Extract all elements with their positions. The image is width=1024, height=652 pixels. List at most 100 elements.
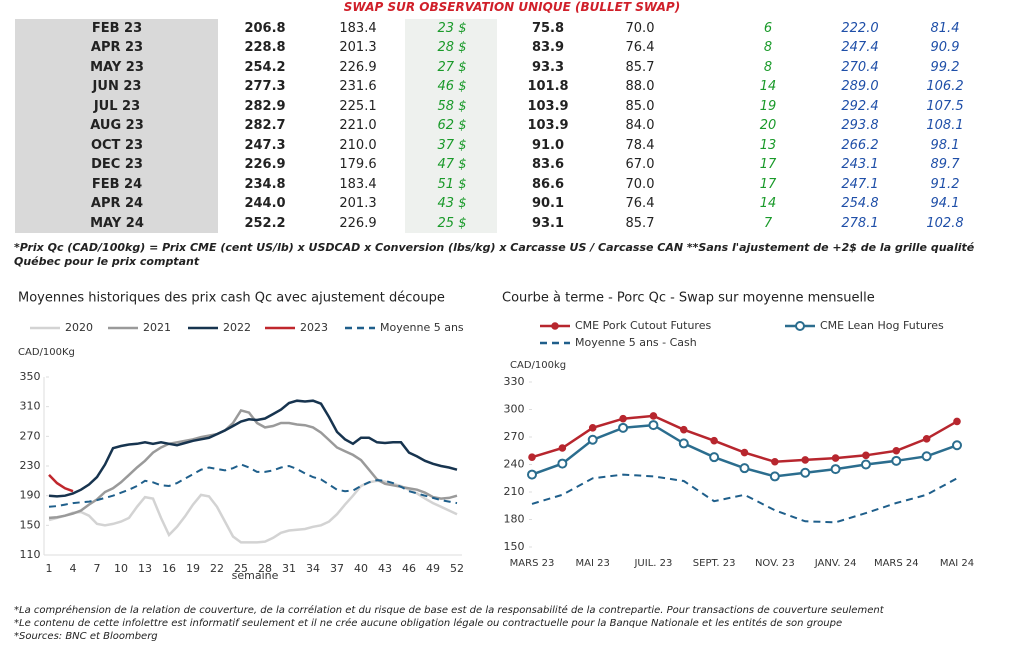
y-tick-label: 150 <box>504 540 525 553</box>
marker <box>922 435 931 443</box>
x-tick-label: MAI 23 <box>576 558 610 569</box>
marker <box>771 457 779 466</box>
legend-label: 2021 <box>143 321 171 334</box>
table-cell: 221.0 <box>339 118 377 134</box>
x-tick-label: 25 <box>234 562 248 575</box>
y-tick-label: 270 <box>20 429 41 442</box>
marker <box>769 471 780 482</box>
x-tick-label: 4 <box>70 562 77 575</box>
table-cell: 75.8 <box>531 21 565 36</box>
table-cell: AUG 23 <box>90 118 144 134</box>
table-cell: 46 $ <box>437 79 467 95</box>
marker <box>801 456 810 464</box>
table-cell: 76.4 <box>625 196 655 212</box>
table-cell: 91.0 <box>531 137 565 153</box>
chart-title: Moyennes historiques des prix cash Qc av… <box>18 291 445 306</box>
marker <box>587 434 598 445</box>
table-cell: 244.0 <box>244 196 286 212</box>
x-tick-label: 43 <box>378 562 392 575</box>
table-cell: 254.8 <box>841 196 879 212</box>
table-cell: JUN 23 <box>92 79 142 95</box>
table-cell: 91.2 <box>930 176 960 192</box>
legend-label: CME Pork Cutout Futures <box>575 319 711 332</box>
y-tick-label: 240 <box>504 458 525 471</box>
table-cell: 266.2 <box>841 137 879 153</box>
x-tick-label: NOV. 23 <box>755 558 795 569</box>
marker <box>678 438 689 449</box>
table-cell: 108.1 <box>926 118 964 134</box>
x-tick-label: 34 <box>306 562 320 575</box>
x-tick-label: 40 <box>354 562 368 575</box>
x-tick-label: 19 <box>186 562 200 575</box>
table-cell: APR 24 <box>90 196 144 212</box>
marker <box>953 417 961 426</box>
note: *Sources: BNC et Bloomberg <box>14 631 158 642</box>
table-cell: 270.4 <box>841 59 879 75</box>
marker <box>528 453 536 461</box>
x-tick-label: MARS 24 <box>874 558 919 569</box>
chart-title: Courbe à terme - Porc Qc - Swap sur moye… <box>502 291 875 306</box>
marker <box>740 448 749 457</box>
table-cell: 93.3 <box>531 59 565 75</box>
table-cell: 282.9 <box>244 98 286 114</box>
y-tick-label: 310 <box>20 400 41 413</box>
table-cell: 201.3 <box>339 196 377 212</box>
note: *Le contenu de cette infolettre est info… <box>14 618 843 629</box>
y-tick-label: 210 <box>504 485 525 498</box>
table-cell: 14 <box>759 79 777 95</box>
table-cell: 93.1 <box>531 215 565 231</box>
y-tick-label: 150 <box>20 518 41 531</box>
marker <box>709 452 720 463</box>
table-cell: 247.3 <box>244 137 286 153</box>
table-cell: 183.4 <box>339 21 377 36</box>
x-tick-label: SEPT. 23 <box>693 558 736 569</box>
table-cell: JUL 23 <box>93 98 141 114</box>
legend-label: CME Lean Hog Futures <box>820 319 944 332</box>
marker <box>739 463 750 474</box>
marker <box>527 469 537 480</box>
table-cell: 101.8 <box>527 79 569 95</box>
marker <box>557 458 568 469</box>
y-tick-label: 180 <box>504 513 525 526</box>
marker <box>830 464 841 475</box>
series-line <box>48 399 458 498</box>
table-cell: 85.0 <box>625 98 655 114</box>
table-cell: 17 <box>759 176 777 192</box>
table-cell: 84.0 <box>625 118 655 134</box>
table-cell: 25 $ <box>437 215 467 231</box>
y-tick-label: 190 <box>20 489 41 502</box>
x-tick-label: 13 <box>138 562 152 575</box>
legend-label: 2020 <box>65 321 93 334</box>
y-tick-label: 270 <box>504 430 525 443</box>
table-cell: FEB 24 <box>91 176 143 192</box>
month-shade <box>15 19 218 233</box>
marker <box>831 454 840 462</box>
table-cell: 27 $ <box>437 59 467 75</box>
y-tick-label: 230 <box>20 459 41 472</box>
x-tick-label: 16 <box>162 562 176 575</box>
col-shade <box>405 19 497 233</box>
x-tick-label: MAI 24 <box>940 558 974 569</box>
x-tick-label: 28 <box>258 562 272 575</box>
marker <box>679 425 688 434</box>
y-tick-label: 110 <box>20 548 41 561</box>
table-cell: 47 $ <box>437 157 467 173</box>
table-cell: 90.1 <box>531 196 565 212</box>
table-cell: 254.2 <box>244 59 286 75</box>
table-cell: 179.6 <box>339 157 377 173</box>
x-tick-label: 1 <box>46 562 53 575</box>
x-tick-label: 31 <box>282 562 296 575</box>
marker <box>649 412 658 420</box>
note: *La compréhension de la relation de couv… <box>14 605 884 616</box>
y-axis-label: CAD/100Kg <box>18 347 75 358</box>
table-cell: 83.6 <box>531 157 565 173</box>
marker <box>588 424 597 432</box>
table-cell: 278.1 <box>841 215 879 231</box>
table-cell: 231.6 <box>339 79 377 95</box>
table-cell: 78.4 <box>625 137 655 153</box>
table-cell: 81.4 <box>930 21 960 36</box>
marker <box>891 455 902 466</box>
legend-label: 2022 <box>223 321 251 334</box>
table-cell: 8 <box>763 40 773 56</box>
